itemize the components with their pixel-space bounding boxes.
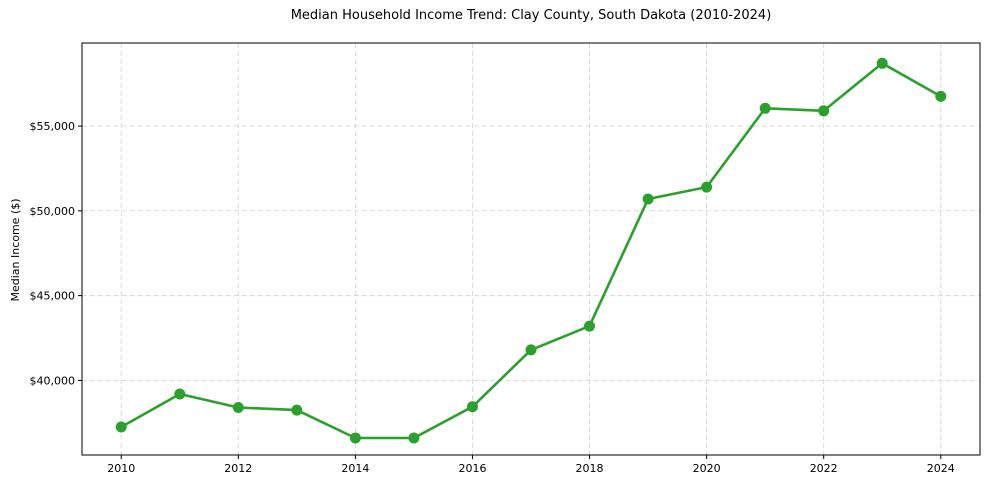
plot-border — [81, 42, 981, 456]
data-point — [467, 401, 478, 413]
data-point — [818, 105, 830, 117]
x-tick-label: 2024 — [927, 462, 955, 475]
x-tick-label: 2020 — [693, 462, 721, 475]
data-point — [759, 102, 771, 114]
data-point — [584, 320, 595, 332]
x-tick-label: 2014 — [341, 462, 369, 475]
data-point — [174, 388, 186, 400]
x-tick-label: 2022 — [810, 462, 838, 475]
data-point — [115, 421, 127, 433]
data-point — [642, 193, 654, 205]
data-point — [408, 432, 420, 444]
x-tick-label: 2012 — [224, 462, 252, 475]
chart-title: Median Household Income Trend: Clay Coun… — [290, 8, 772, 23]
data-point — [232, 402, 244, 413]
data-point — [701, 181, 713, 193]
x-tick-label: 2016 — [458, 462, 486, 475]
data-point — [349, 432, 361, 444]
y-tick-label: $40,000 — [30, 374, 76, 387]
data-point — [935, 90, 947, 102]
x-tick-label: 2018 — [576, 462, 604, 475]
trend-line — [119, 61, 943, 440]
data-point — [525, 344, 537, 356]
y-tick-label: $45,000 — [30, 290, 76, 303]
x-tick-label: 2010 — [107, 462, 135, 475]
data-point — [291, 404, 303, 416]
data-point — [876, 57, 888, 69]
y-tick-label: $55,000 — [30, 120, 76, 133]
y-tick-label: $50,000 — [30, 205, 76, 218]
